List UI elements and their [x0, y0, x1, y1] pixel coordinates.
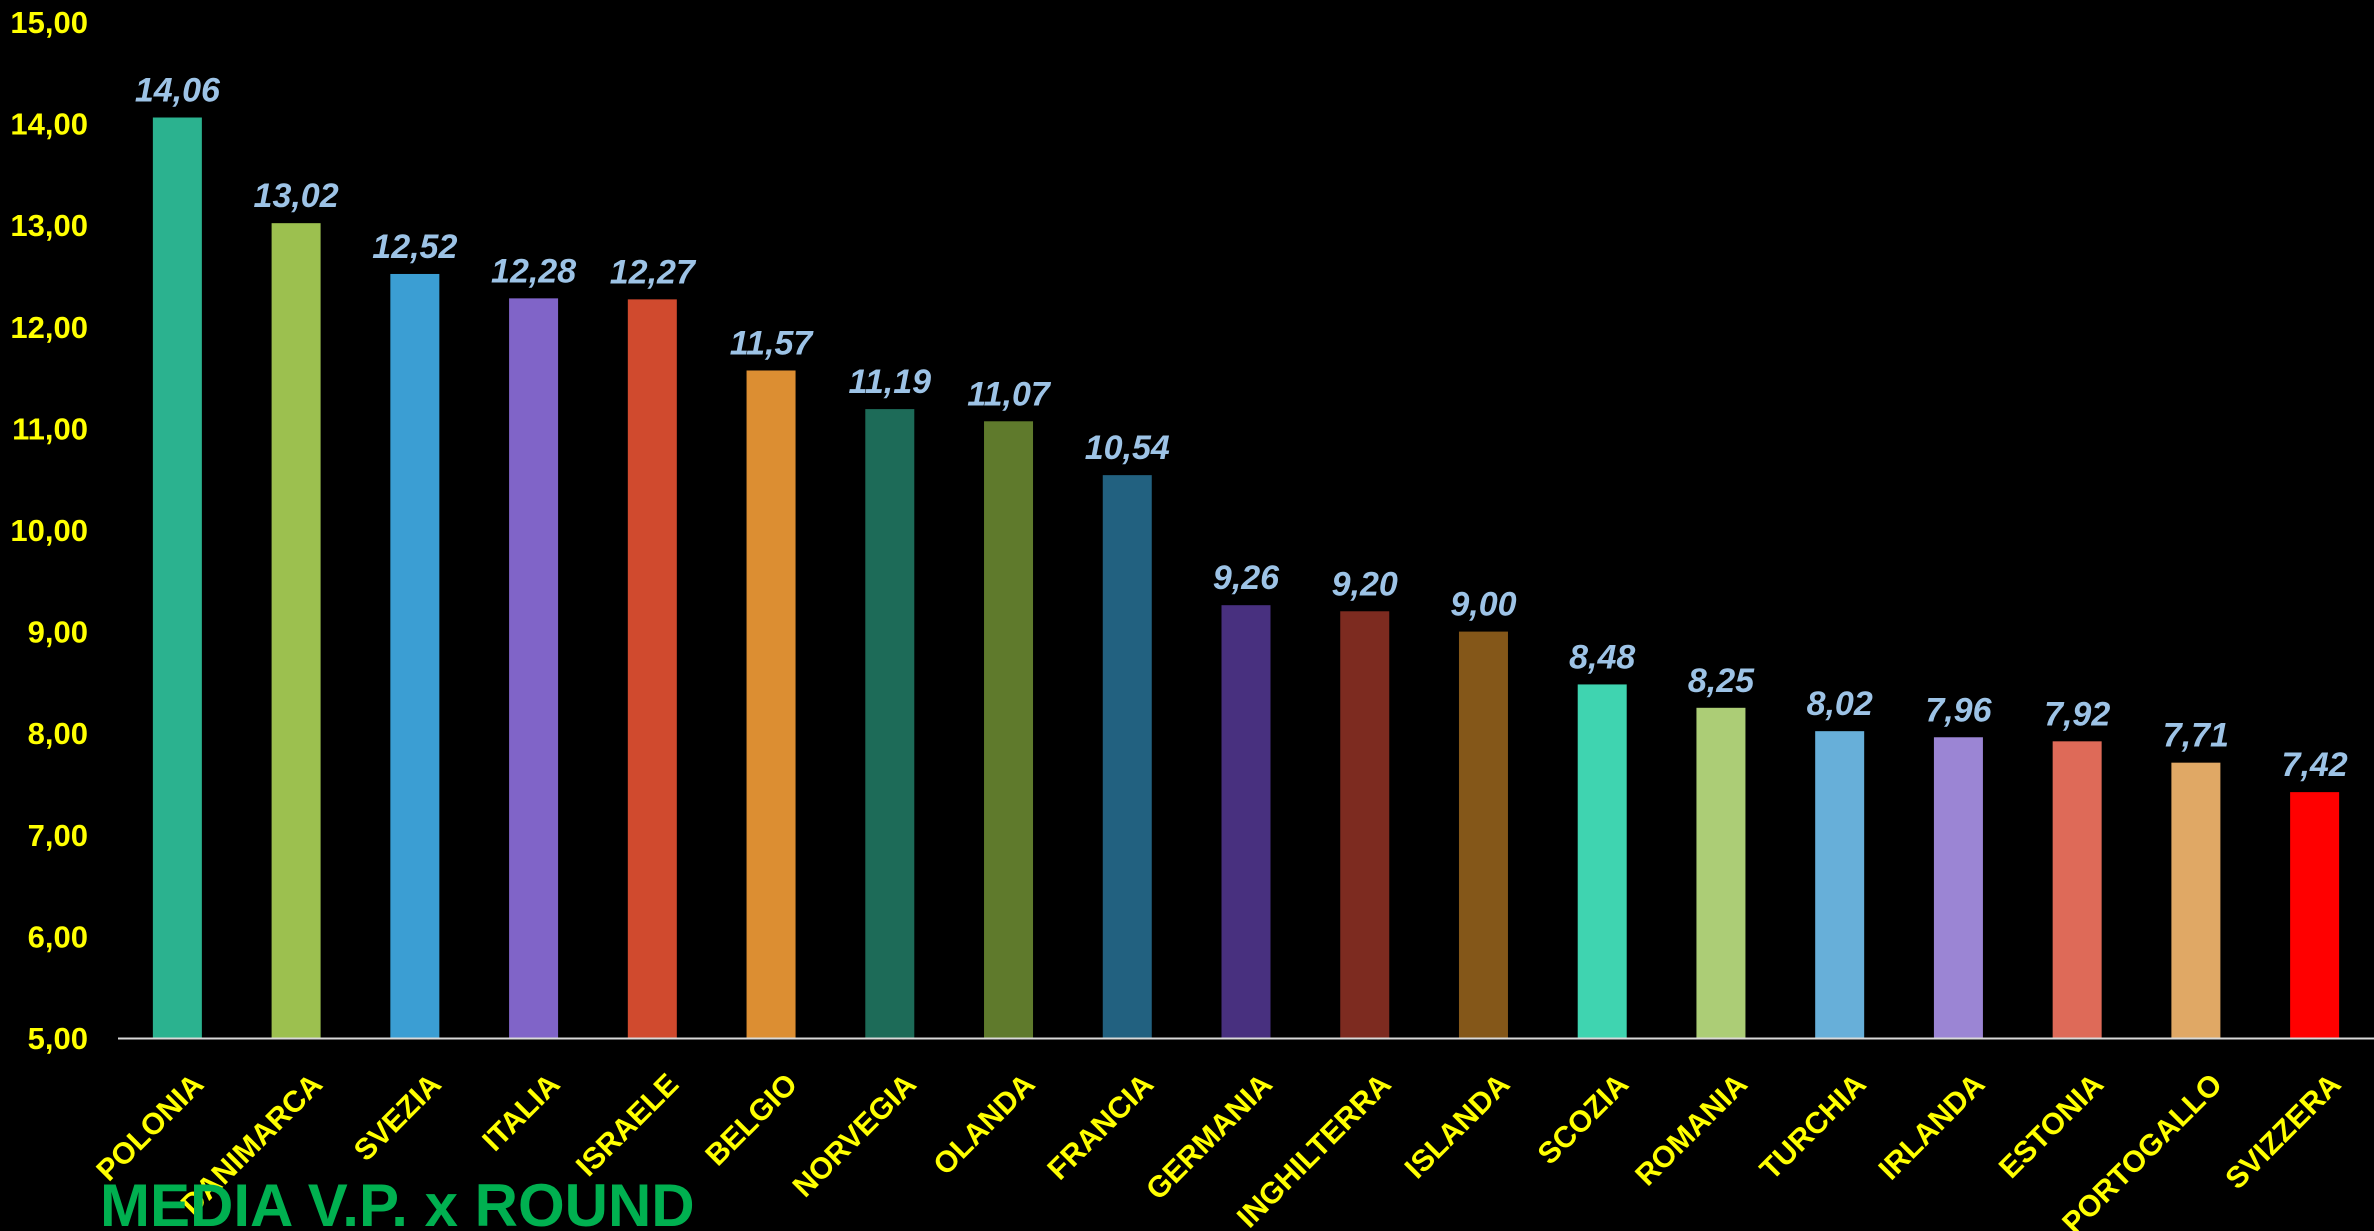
x-tick-label: OLANDA	[927, 1068, 1041, 1182]
bars: 14,06 13,02 12,52 12,28 12,27 11,57 11,19 11,07…	[135, 72, 2348, 1039]
x-tick-label: POLONIA	[90, 1068, 210, 1188]
bar	[2171, 762, 2221, 1038]
data-label: 7,71	[2163, 717, 2229, 755]
bar	[1933, 737, 1983, 1038]
x-tick-label: TURCHIA	[1754, 1068, 1873, 1187]
y-tick-label: 10,00	[10, 513, 88, 548]
y-tick-label: 9,00	[28, 615, 88, 650]
data-label: 8,02	[1807, 685, 1873, 723]
data-label: 7,92	[2044, 695, 2110, 733]
bar	[152, 117, 202, 1038]
data-label: 12,52	[372, 228, 457, 266]
x-tick-label: ESTONIA	[1993, 1068, 2110, 1185]
data-label: 8,48	[1569, 638, 1635, 676]
y-tick-label: 11,00	[12, 411, 88, 446]
y-tick-label: 12,00	[10, 310, 88, 345]
bar	[1340, 611, 1390, 1038]
data-label: 9,26	[1213, 559, 1280, 597]
bar	[865, 409, 915, 1038]
x-tick-label: SVEZIA	[348, 1068, 448, 1168]
y-tick-label: 15,00	[10, 5, 88, 40]
data-label: 12,28	[491, 252, 576, 290]
data-label: 13,02	[254, 177, 339, 215]
x-tick-label: SCOZIA	[1532, 1068, 1635, 1171]
bar	[2290, 792, 2340, 1038]
bar	[627, 299, 677, 1038]
y-tick-label: 7,00	[28, 818, 88, 853]
bar	[1221, 605, 1271, 1038]
x-tick-label: SVIZZERA	[2219, 1068, 2347, 1196]
bar	[509, 298, 559, 1038]
data-label: 11,19	[849, 363, 932, 401]
bar	[1577, 684, 1627, 1038]
data-label: 9,00	[1450, 586, 1516, 624]
data-label: 8,25	[1688, 662, 1755, 700]
y-tick-label: 14,00	[10, 107, 88, 142]
y-tick-label: 8,00	[28, 716, 88, 751]
bar	[271, 223, 321, 1039]
y-tick-label: 13,00	[10, 208, 88, 243]
bar	[1102, 475, 1152, 1038]
x-tick-label: ITALIA	[476, 1068, 566, 1158]
bar	[984, 421, 1034, 1039]
data-label: 11,57	[730, 324, 815, 362]
data-label: 9,20	[1332, 565, 1398, 603]
bar	[1815, 731, 1865, 1038]
y-tick-label: 6,00	[28, 919, 88, 954]
data-label: 12,27	[610, 253, 697, 291]
bar	[746, 370, 796, 1038]
x-tick-label: ROMANIA	[1629, 1068, 1754, 1193]
x-tick-label: IRLANDA	[1873, 1068, 1992, 1187]
x-tick-label: BELGIO	[699, 1068, 804, 1173]
data-label: 14,06	[135, 72, 221, 110]
data-label: 7,96	[1925, 691, 1992, 729]
data-label: 11,07	[967, 375, 1052, 413]
bar	[1696, 707, 1746, 1038]
x-tick-label: FRANCIA	[1041, 1068, 1160, 1187]
y-axis: 5,00 6,00 7,00 8,00 9,00 10,00 11,00 12,00 13,00…	[10, 5, 88, 1056]
bar	[2052, 741, 2102, 1038]
data-label: 10,54	[1085, 429, 1170, 467]
chart-title: MEDIA V.P. x ROUND	[100, 1172, 695, 1231]
x-tick-label: NORVEGIA	[787, 1068, 923, 1204]
x-tick-label: ISLANDA	[1399, 1068, 1517, 1186]
data-label: 7,42	[2282, 746, 2348, 784]
bar	[1458, 631, 1508, 1038]
y-tick-label: 5,00	[28, 1021, 88, 1056]
bar	[390, 273, 440, 1038]
x-tick-label: ISRAELE	[570, 1068, 685, 1183]
